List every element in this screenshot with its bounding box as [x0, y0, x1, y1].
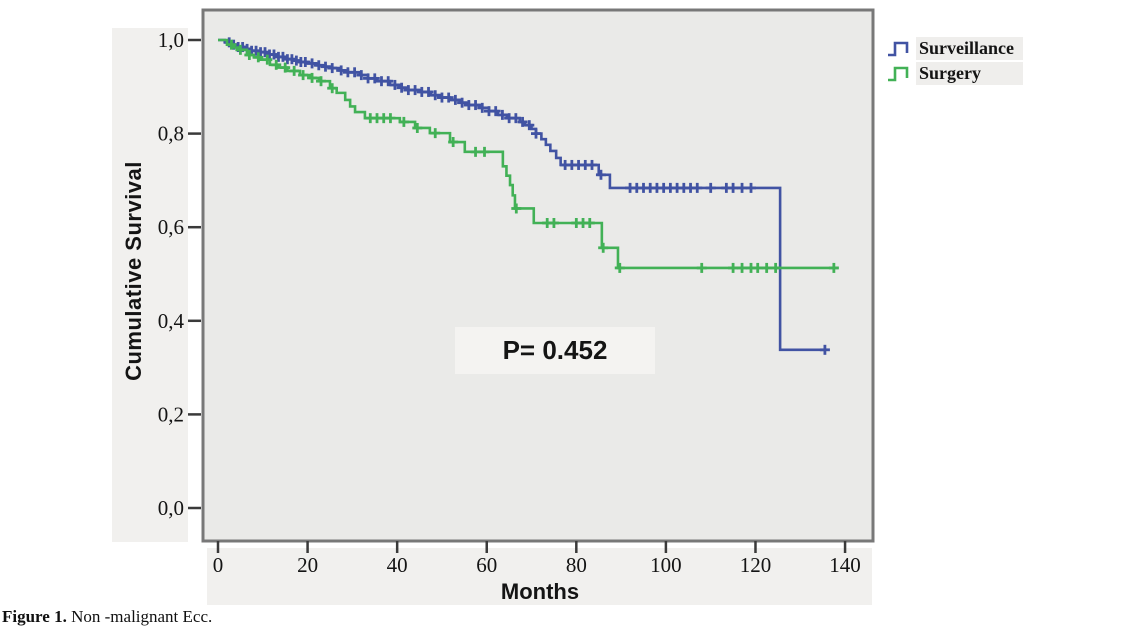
y-axis-title: Cumulative Survival [121, 161, 146, 381]
svg-text:0,8: 0,8 [158, 122, 184, 146]
svg-text:40: 40 [387, 553, 408, 577]
x-axis-title: Months [500, 579, 580, 604]
legend-row-surveillance: Surveillance [886, 36, 1023, 61]
legend-label-surveillance: Surveillance [916, 37, 1023, 60]
caption-text: Non -malignant Ecc. [66, 607, 213, 626]
svg-text:120: 120 [740, 553, 772, 577]
svg-text:80: 80 [566, 553, 587, 577]
p-value-annotation: P= 0.452 [455, 327, 655, 374]
figure-caption: Figure 1. Non -malignant Ecc. [2, 607, 212, 627]
svg-text:1,0: 1,0 [158, 28, 184, 52]
svg-text:20: 20 [297, 553, 318, 577]
svg-text:0: 0 [213, 553, 224, 577]
svg-text:0,2: 0,2 [158, 402, 184, 426]
legend-row-surgery: Surgery [886, 61, 1023, 86]
caption-figure-number: Figure 1. [2, 607, 67, 626]
y-axis-label-strip [112, 28, 188, 542]
svg-text:140: 140 [829, 553, 861, 577]
svg-text:60: 60 [476, 553, 497, 577]
step-line-icon [888, 66, 909, 81]
svg-text:0,0: 0,0 [158, 496, 184, 520]
legend-label-surgery: Surgery [916, 62, 1023, 85]
legend: Surveillance Surgery [886, 36, 1023, 86]
svg-text:0,4: 0,4 [158, 309, 185, 333]
x-axis-label-strip [207, 548, 872, 605]
svg-text:0,6: 0,6 [158, 215, 184, 239]
step-line-icon [888, 41, 909, 56]
svg-text:100: 100 [650, 553, 682, 577]
